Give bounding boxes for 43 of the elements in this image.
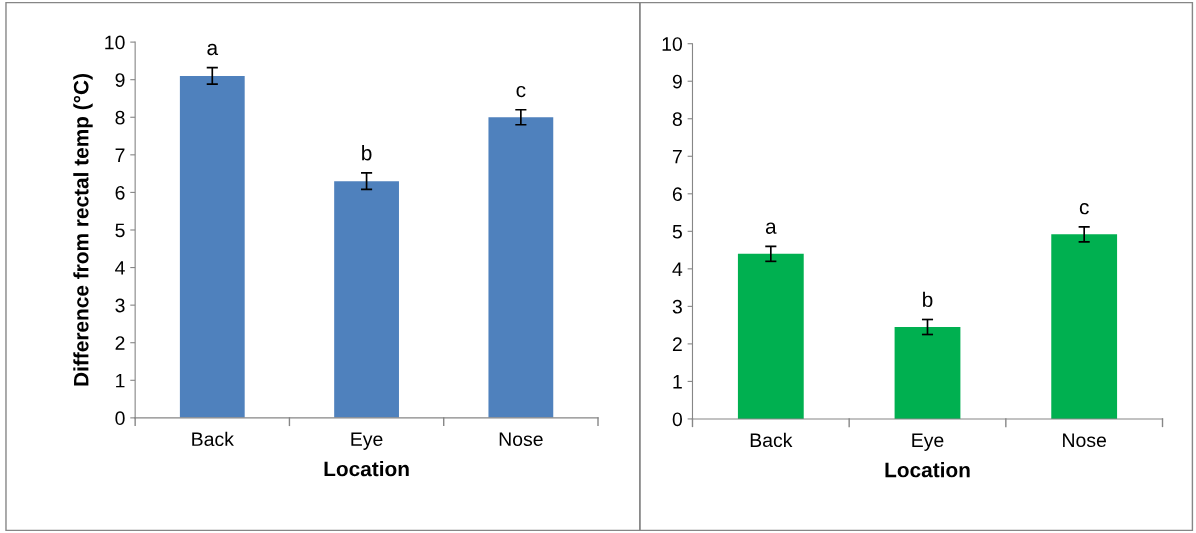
- y-axis-title: Difference from rectal temp (°C): [73, 74, 93, 386]
- x-axis-title: Location: [885, 462, 970, 478]
- bar: [334, 181, 399, 418]
- annotation: b: [923, 291, 933, 308]
- x-tick-label: Back: [750, 432, 793, 448]
- y-tick-label: 6: [115, 185, 125, 200]
- y-tick-label: 6: [672, 187, 682, 202]
- y-tick-label: 8: [672, 112, 682, 126]
- annotation: a: [765, 222, 777, 234]
- bar: [1051, 234, 1118, 419]
- x-tick-label: Nose: [1063, 433, 1107, 448]
- y-tick-label: 1: [673, 375, 682, 389]
- y-tick-label: 10: [105, 35, 125, 50]
- y-tick-label: 8: [115, 110, 125, 125]
- bar: [179, 75, 245, 418]
- annotation: c: [516, 85, 526, 98]
- y-tick-label: 3: [672, 299, 682, 314]
- y-tick-label: 4: [115, 261, 125, 275]
- x-axis-title: Location: [324, 461, 409, 477]
- y-tick-label: 7: [672, 149, 682, 164]
- annotation: a: [207, 43, 219, 56]
- y-tick-label: 3: [115, 298, 125, 313]
- y-tick-label: 5: [672, 224, 682, 239]
- y-tick-label: 0: [672, 412, 682, 427]
- y-tick-label: 0: [115, 411, 125, 426]
- annotation: c: [1079, 202, 1089, 215]
- y-tick-label: 5: [115, 223, 125, 238]
- x-tick-label: Eye: [912, 433, 944, 451]
- y-tick-label: 9: [115, 73, 125, 87]
- y-tick-label: 2: [115, 336, 125, 350]
- bar: [488, 117, 554, 418]
- y-tick-label: 10: [662, 37, 682, 51]
- y-tick-label: 9: [672, 74, 682, 89]
- y-tick-label: 2: [672, 337, 682, 351]
- bar: [737, 253, 804, 419]
- bar: [894, 327, 961, 419]
- y-tick-label: 1: [116, 373, 125, 388]
- y-tick-label: 4: [672, 262, 683, 276]
- annotation: b: [362, 145, 372, 161]
- x-tick-label: Back: [192, 431, 234, 447]
- y-tick-label: 7: [115, 148, 125, 162]
- x-tick-label: Nose: [499, 432, 543, 447]
- x-tick-label: Eye: [351, 432, 383, 450]
